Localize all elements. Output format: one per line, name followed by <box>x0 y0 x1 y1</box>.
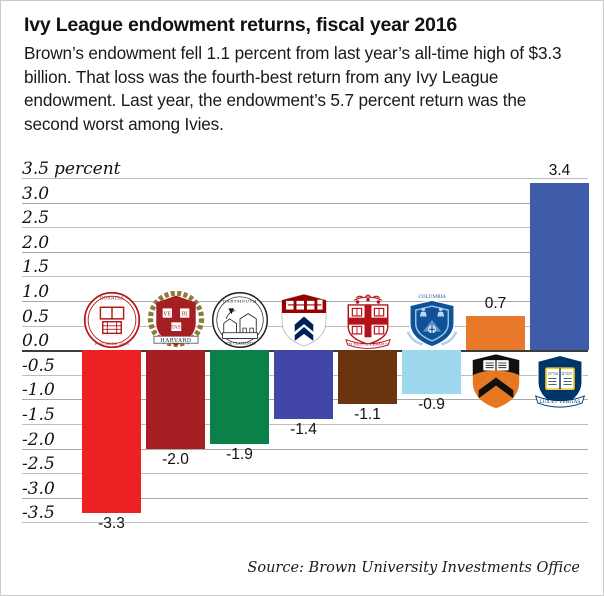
page-title: Ivy League endowment returns, fiscal yea… <box>24 14 457 36</box>
source-note: Source: Brown University Investments Off… <box>247 560 580 576</box>
deck-paragraph: Brown’s endowment fell 1.1 percent from … <box>24 43 562 134</box>
